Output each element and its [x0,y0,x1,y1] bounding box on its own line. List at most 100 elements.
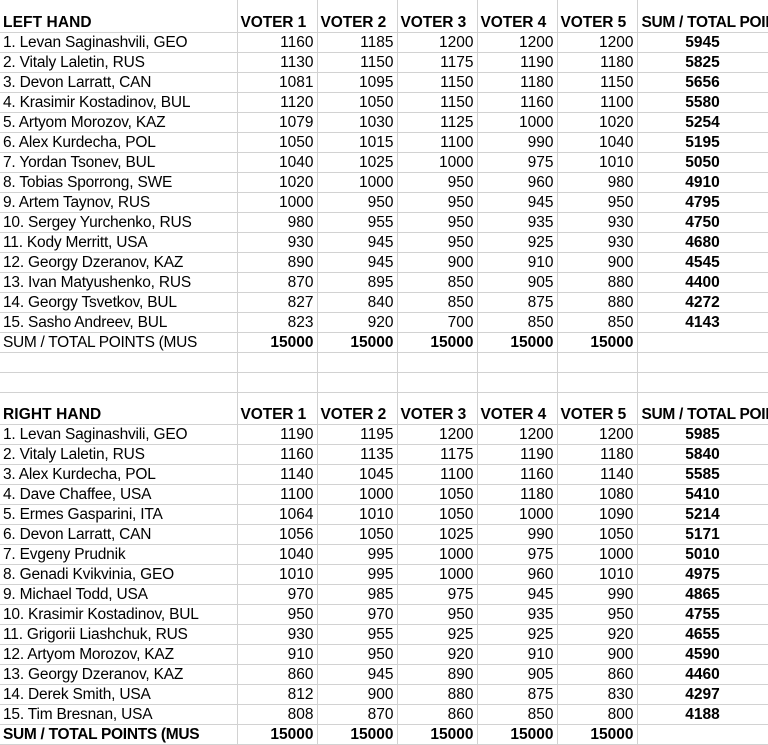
column-header-voter-5: VOTER 5 [557,0,638,33]
table-row[interactable]: 6. Alex Kurdecha, POL 1050 1015 1100 990 1040… [0,132,768,153]
table-row[interactable]: 11. Grigorii Liashchuk, RUS 930 955 925 925 9… [0,624,768,645]
table-row[interactable]: 9. Michael Todd, USA 970 985 975 945 990 4865 [0,584,768,605]
totals-voter-3: 15000 [397,724,478,745]
vote-score-voter-3: 950 [397,192,478,213]
vote-score-voter-5: 950 [557,604,638,625]
table-row[interactable]: 12. Georgy Dzeranov, KAZ 890 945 900 910 900 4… [0,252,768,273]
spacer-cell [557,372,638,393]
column-header-voter-3: VOTER 3 [397,392,478,425]
total-points: 5985 [637,424,768,445]
section-title: LEFT HAND [0,0,238,33]
vote-score-voter-4: 1200 [477,32,558,53]
table-row[interactable]: 15. Sasho Andreev, BUL 823 920 700 850 850 414… [0,312,768,333]
vote-score-voter-1: 1000 [237,192,318,213]
competitor-name: 9. Artem Taynov, RUS [0,192,238,213]
table-row[interactable]: 4. Dave Chaffee, USA 1100 1000 1050 1180 1080… [0,484,768,505]
table-row[interactable]: 1. Levan Saginashvili, GEO 1190 1195 1200 12… [0,424,768,445]
vote-score-voter-3: 700 [397,312,478,333]
column-header-voter-2: VOTER 2 [317,0,398,33]
table-row[interactable]: 6. Devon Larratt, CAN 1056 1050 1025 990 1050… [0,524,768,545]
table-row[interactable]: 13. Georgy Dzeranov, KAZ 860 945 890 905 860 4… [0,664,768,685]
table-row[interactable]: 15. Tim Bresnan, USA 808 870 860 850 800 4188 [0,704,768,725]
competitor-name: 15. Tim Bresnan, USA [0,704,238,725]
total-points: 4188 [637,704,768,725]
spacer-row [0,352,768,373]
vote-score-voter-5: 1200 [557,424,638,445]
vote-score-voter-3: 925 [397,624,478,645]
vote-score-voter-4: 1180 [477,72,558,93]
vote-score-voter-3: 1100 [397,132,478,153]
competitor-name: 10. Sergey Yurchenko, RUS [0,212,238,233]
table-row[interactable]: 7. Yordan Tsonev, BUL 1040 1025 1000 975 1010… [0,152,768,173]
table-row[interactable]: 4. Krasimir Kostadinov, BUL 1120 1050 1150 1… [0,92,768,113]
table-row[interactable]: 2. Vitaly Laletin, RUS 1130 1150 1175 1190 11… [0,52,768,73]
spacer-row [0,372,768,393]
vote-score-voter-2: 955 [317,624,398,645]
competitor-name: 6. Alex Kurdecha, POL [0,132,238,153]
vote-score-voter-1: 1079 [237,112,318,133]
table-row[interactable]: 12. Artyom Morozov, KAZ 910 950 920 910 900 45… [0,644,768,665]
vote-score-voter-4: 1200 [477,424,558,445]
vote-score-voter-1: 860 [237,664,318,685]
total-points: 4975 [637,564,768,585]
total-points: 4750 [637,212,768,233]
vote-score-voter-4: 945 [477,584,558,605]
table-row[interactable]: 14. Georgy Tsvetkov, BUL 827 840 850 875 880 4… [0,292,768,313]
table-row[interactable]: 10. Krasimir Kostadinov, BUL 950 970 950 935… [0,604,768,625]
totals-voter-2: 15000 [317,332,398,353]
totals-voter-4: 15000 [477,332,558,353]
vote-score-voter-2: 1045 [317,464,398,485]
vote-score-voter-2: 840 [317,292,398,313]
vote-score-voter-3: 920 [397,644,478,665]
vote-score-voter-4: 910 [477,252,558,273]
vote-score-voter-4: 960 [477,564,558,585]
vote-score-voter-2: 945 [317,664,398,685]
vote-score-voter-3: 890 [397,664,478,685]
vote-score-voter-1: 970 [237,584,318,605]
table-row[interactable]: 3. Alex Kurdecha, POL 1140 1045 1100 1160 114… [0,464,768,485]
vote-score-voter-5: 1050 [557,524,638,545]
table-row[interactable]: 8. Genadi Kvikvinia, GEO 1010 995 1000 960 10… [0,564,768,585]
table-row[interactable]: 7. Evgeny Prudnik 1040 995 1000 975 1000 5010 [0,544,768,565]
spacer-cell [477,372,558,393]
total-points: 5171 [637,524,768,545]
competitor-name: 8. Genadi Kvikvinia, GEO [0,564,238,585]
table-row[interactable]: 3. Devon Larratt, CAN 1081 1095 1150 1180 115… [0,72,768,93]
table-row[interactable]: 10. Sergey Yurchenko, RUS 980 955 950 935 930… [0,212,768,233]
vote-score-voter-1: 808 [237,704,318,725]
totals-grand-sum [637,724,768,745]
competitor-name: 2. Vitaly Laletin, RUS [0,444,238,465]
table-row[interactable]: 2. Vitaly Laletin, RUS 1160 1135 1175 1190 11… [0,444,768,465]
spacer-cell [0,372,238,393]
spacer-cell [397,352,478,373]
total-points: 4680 [637,232,768,253]
vote-score-voter-2: 945 [317,232,398,253]
vote-score-voter-5: 800 [557,704,638,725]
table-row[interactable]: 1. Levan Saginashvili, GEO 1160 1185 1200 12… [0,32,768,53]
vote-score-voter-5: 1010 [557,152,638,173]
table-row[interactable]: 13. Ivan Matyushenko, RUS 870 895 850 905 880… [0,272,768,293]
vote-score-voter-1: 1056 [237,524,318,545]
vote-score-voter-2: 1185 [317,32,398,53]
table-row[interactable]: 14. Derek Smith, USA 812 900 880 875 830 4297 [0,684,768,705]
vote-score-voter-2: 1095 [317,72,398,93]
vote-score-voter-2: 1030 [317,112,398,133]
vote-score-voter-1: 1130 [237,52,318,73]
vote-score-voter-4: 905 [477,664,558,685]
table-row[interactable]: 5. Artyom Morozov, KAZ 1079 1030 1125 1000 10… [0,112,768,133]
vote-score-voter-5: 1180 [557,444,638,465]
vote-score-voter-3: 1050 [397,484,478,505]
table-row[interactable]: 8. Tobias Sporrong, SWE 1020 1000 950 960 980… [0,172,768,193]
table-row[interactable]: 11. Kody Merritt, USA 930 945 950 925 930 4680 [0,232,768,253]
column-header-voter-1: VOTER 1 [237,0,318,33]
vote-score-voter-5: 850 [557,312,638,333]
total-points: 5050 [637,152,768,173]
vote-score-voter-4: 910 [477,644,558,665]
totals-voter-5: 15000 [557,332,638,353]
table-row[interactable]: 9. Artem Taynov, RUS 1000 950 950 945 950 4795 [0,192,768,213]
total-points: 5945 [637,32,768,53]
column-header-voter-3: VOTER 3 [397,0,478,33]
table-row[interactable]: 5. Ermes Gasparini, ITA 1064 1010 1050 1000 1… [0,504,768,525]
spacer-cell [637,352,768,373]
